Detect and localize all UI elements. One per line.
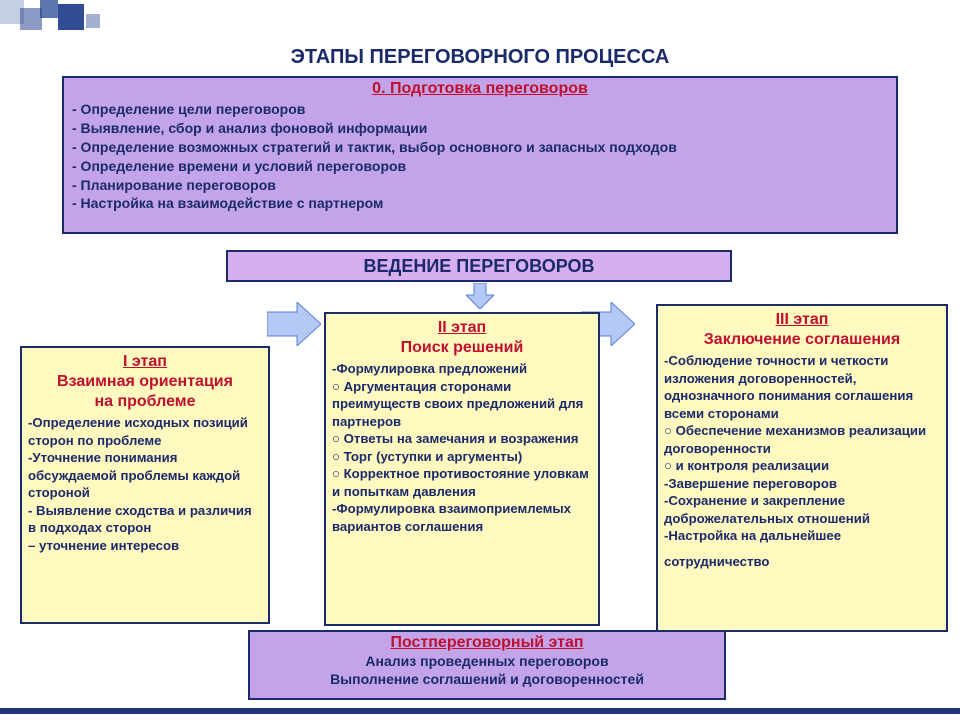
list-item: - Планирование переговоров (72, 176, 888, 195)
list-item: - Определение цели переговоров (72, 100, 888, 119)
list-item: -Уточнение понимания обсуждаемой проблем… (28, 449, 262, 502)
list-item: -Завершение переговоров (664, 475, 940, 493)
stage3-box: III этап Заключение соглашения -Соблюден… (656, 304, 948, 632)
list-item: – уточнение интересов (28, 537, 262, 555)
corner-decoration (0, 0, 220, 42)
post-body: Анализ проведенных переговоров Выполнени… (250, 652, 724, 688)
footer-bar (0, 708, 960, 714)
conduct-box: ВЕДЕНИЕ ПЕРЕГОВОРОВ (226, 250, 732, 282)
post-line: Выполнение соглашений и договоренностей (250, 670, 724, 688)
stage1-box: I этап Взаимная ориентация на проблеме -… (20, 346, 270, 624)
stage1-body: -Определение исходных позиций сторон по … (22, 414, 268, 554)
stage1-heading: I этап Взаимная ориентация на проблеме (22, 348, 268, 414)
list-item: - Выявление, сбор и анализ фоновой инфор… (72, 119, 888, 138)
list-item: ○ Аргументация сторонами преимуществ сво… (332, 378, 592, 431)
list-item: - Настройка на взаимодействие с партнеро… (72, 194, 888, 213)
stage2-body: -Формулировка предложений ○ Аргументация… (326, 360, 598, 535)
list-item: -Настройка на дальнейшее (664, 527, 940, 545)
list-item: ○ Корректное противостояние уловкам и по… (332, 465, 592, 500)
page-title: ЭТАПЫ ПЕРЕГОВОРНОГО ПРОЦЕССА (0, 46, 960, 69)
arrow-right-icon (267, 302, 321, 346)
preparation-list: - Определение цели переговоров - Выявлен… (64, 98, 896, 215)
list-item: -Сохранение и закрепление доброжелательн… (664, 492, 940, 527)
post-line: Анализ проведенных переговоров (250, 652, 724, 670)
stage2-box: II этап Поиск решений -Формулировка пред… (324, 312, 600, 626)
list-item: ○ Ответы на замечания и возражения (332, 430, 592, 448)
list-item: -Формулировка предложений (332, 360, 592, 378)
preparation-title: 0. Подготовка переговоров (64, 80, 896, 98)
stage2-heading: II этап Поиск решений (326, 314, 598, 360)
list-item: -Определение исходных позиций сторон по … (28, 414, 262, 449)
list-item: -Формулировка взаимоприемлемых вариантов… (332, 500, 592, 535)
preparation-box: 0. Подготовка переговоров - Определение … (62, 76, 898, 234)
list-item: ○ Торг (уступки и аргументы) (332, 448, 592, 466)
stage3-heading: III этап Заключение соглашения (658, 306, 946, 352)
list-item: - Определение времени и условий перегово… (72, 157, 888, 176)
list-item: сотрудничество (664, 553, 940, 571)
list-item: -Соблюдение точности и четкости изложени… (664, 352, 940, 422)
list-item: - Определение возможных стратегий и такт… (72, 138, 888, 157)
post-box: Постпереговорный этап Анализ проведенных… (248, 630, 726, 700)
list-item: ○ Обеспечение механизмов реализации дого… (664, 422, 940, 457)
conduct-title: ВЕДЕНИЕ ПЕРЕГОВОРОВ (363, 256, 594, 277)
stage3-body: -Соблюдение точности и четкости изложени… (658, 352, 946, 571)
list-item: - Выявление сходства и различия в подход… (28, 502, 262, 537)
arrow-down-icon (466, 283, 494, 309)
post-title: Постпереговорный этап (250, 634, 724, 652)
list-item: ○ и контроля реализации (664, 457, 940, 475)
